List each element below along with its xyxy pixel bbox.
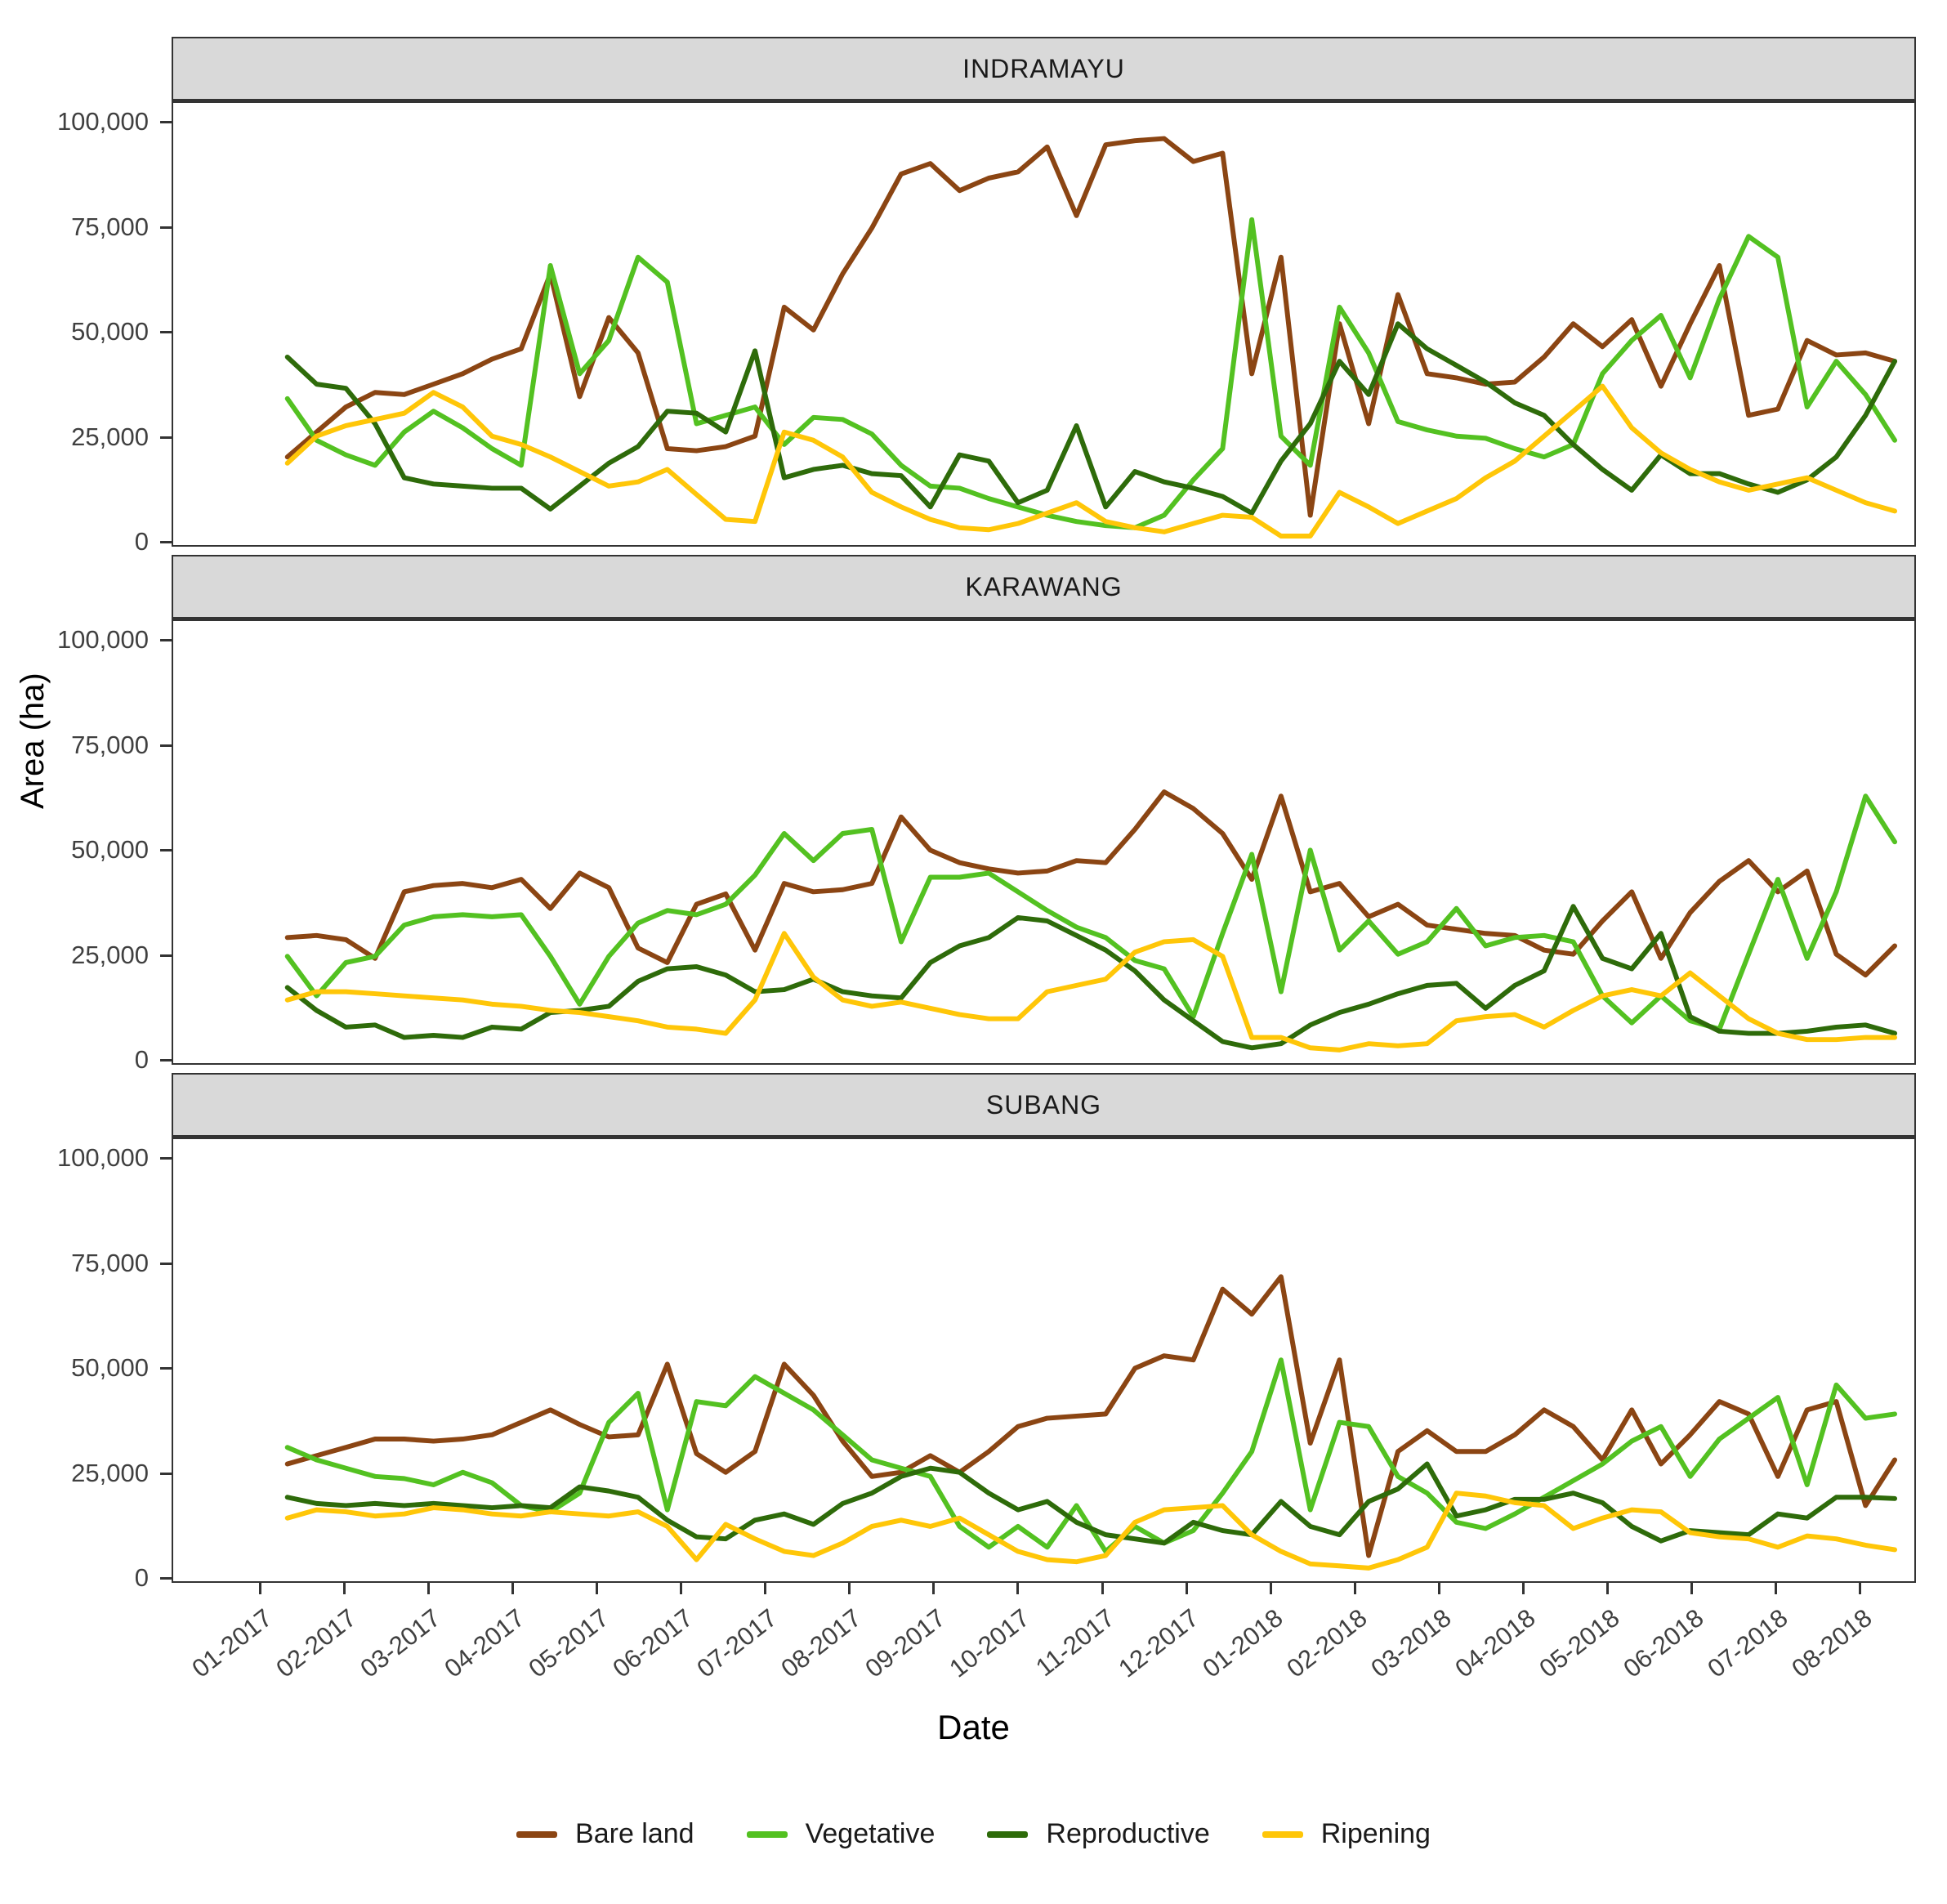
- y-tick-mark: [160, 1577, 172, 1580]
- series-line-reproductive: [284, 321, 1898, 516]
- facet-title: INDRAMAYU: [962, 53, 1125, 83]
- y-tick-label: 50,000: [71, 317, 149, 346]
- facet-strip-indramayu: INDRAMAYU: [172, 37, 1916, 101]
- y-tick-mark: [160, 1472, 172, 1475]
- y-tick-mark: [160, 226, 172, 229]
- legend: Bare land Vegetative Reproductive Ripening: [0, 1818, 1947, 1850]
- x-axis-title: Date: [937, 1708, 1010, 1746]
- y-tick-mark: [160, 744, 172, 747]
- facet-title: KARAWANG: [965, 571, 1123, 601]
- x-tick-mark: [343, 1583, 346, 1594]
- series-line-ripening: [284, 383, 1898, 539]
- series-line-bare-land: [284, 789, 1898, 978]
- y-tick-mark: [160, 121, 172, 123]
- legend-item-bare-land: Bare land: [516, 1818, 694, 1850]
- y-tick-label: 75,000: [71, 1248, 149, 1277]
- x-tick-mark: [1521, 1583, 1525, 1594]
- legend-swatch-icon: [516, 1830, 558, 1838]
- legend-swatch-icon: [987, 1830, 1029, 1838]
- y-tick-label: 25,000: [71, 422, 149, 451]
- legend-item-vegetative: Vegetative: [746, 1818, 936, 1850]
- y-tick-mark: [160, 954, 172, 957]
- y-tick-mark: [160, 1367, 172, 1370]
- legend-label: Reproductive: [1046, 1818, 1210, 1849]
- y-tick-label: 25,000: [71, 940, 149, 969]
- series-line-bare-land: [284, 136, 1898, 518]
- x-tick-mark: [1101, 1583, 1104, 1594]
- x-tick-mark: [680, 1583, 683, 1594]
- y-tick-label: 50,000: [71, 835, 149, 864]
- y-tick-label: 0: [134, 527, 149, 556]
- plot-area: [284, 136, 1898, 539]
- legend-swatch-icon: [1262, 1830, 1303, 1838]
- y-tick-label: 100,000: [56, 107, 149, 136]
- x-tick-mark: [427, 1583, 431, 1594]
- x-tick-mark: [1185, 1583, 1188, 1594]
- facet-panel-indramayu: [172, 101, 1916, 547]
- x-tick-mark: [1353, 1583, 1356, 1594]
- series-line-ripening: [284, 1491, 1898, 1571]
- y-tick-mark: [160, 1157, 172, 1160]
- facet-title: SUBANG: [985, 1089, 1102, 1120]
- y-tick-mark: [160, 331, 172, 333]
- plot-area: [284, 789, 1898, 1053]
- legend-swatch-icon: [746, 1830, 788, 1838]
- y-tick-label: 0: [134, 1563, 149, 1592]
- legend-item-ripening: Ripening: [1262, 1818, 1431, 1850]
- series-line-ripening: [284, 931, 1898, 1053]
- y-tick-mark: [160, 1262, 172, 1265]
- x-tick-mark: [511, 1583, 515, 1594]
- y-tick-label: 75,000: [71, 730, 149, 759]
- facet-strip-karawang: KARAWANG: [172, 555, 1916, 619]
- y-tick-label: 0: [134, 1045, 149, 1074]
- plot-area: [284, 1274, 1898, 1571]
- y-tick-mark: [160, 849, 172, 851]
- y-tick-label: 100,000: [56, 625, 149, 654]
- facet-panel-karawang: [172, 619, 1916, 1065]
- y-tick-mark: [160, 436, 172, 439]
- legend-item-reproductive: Reproductive: [987, 1818, 1210, 1850]
- y-tick-mark: [160, 1059, 172, 1062]
- x-tick-mark: [1269, 1583, 1272, 1594]
- y-tick-label: 100,000: [56, 1143, 149, 1172]
- legend-label: Ripening: [1320, 1818, 1431, 1849]
- x-tick-mark: [1016, 1583, 1020, 1594]
- y-tick-label: 50,000: [71, 1353, 149, 1382]
- x-tick-mark: [1774, 1583, 1777, 1594]
- x-tick-mark: [1605, 1583, 1609, 1594]
- x-tick-mark: [596, 1583, 599, 1594]
- x-tick-mark: [848, 1583, 851, 1594]
- series-line-bare-land: [284, 1274, 1898, 1558]
- y-tick-label: 75,000: [71, 212, 149, 241]
- x-tick-mark: [1858, 1583, 1861, 1594]
- y-tick-mark: [160, 639, 172, 641]
- facet-strip-subang: SUBANG: [172, 1073, 1916, 1137]
- x-tick-mark: [1437, 1583, 1440, 1594]
- x-tick-mark: [1690, 1583, 1693, 1594]
- x-tick-mark: [259, 1583, 261, 1594]
- series-line-vegetative: [284, 217, 1898, 530]
- legend-label: Bare land: [575, 1818, 694, 1849]
- y-tick-label: 25,000: [71, 1458, 149, 1487]
- legend-label: Vegetative: [805, 1818, 936, 1849]
- series-line-reproductive: [284, 1461, 1898, 1546]
- series-line-vegetative: [284, 793, 1898, 1032]
- y-tick-mark: [160, 541, 172, 543]
- facet-panel-subang: [172, 1137, 1916, 1583]
- x-tick-mark: [764, 1583, 767, 1594]
- x-tick-mark: [932, 1583, 936, 1594]
- series-line-vegetative: [284, 1357, 1898, 1554]
